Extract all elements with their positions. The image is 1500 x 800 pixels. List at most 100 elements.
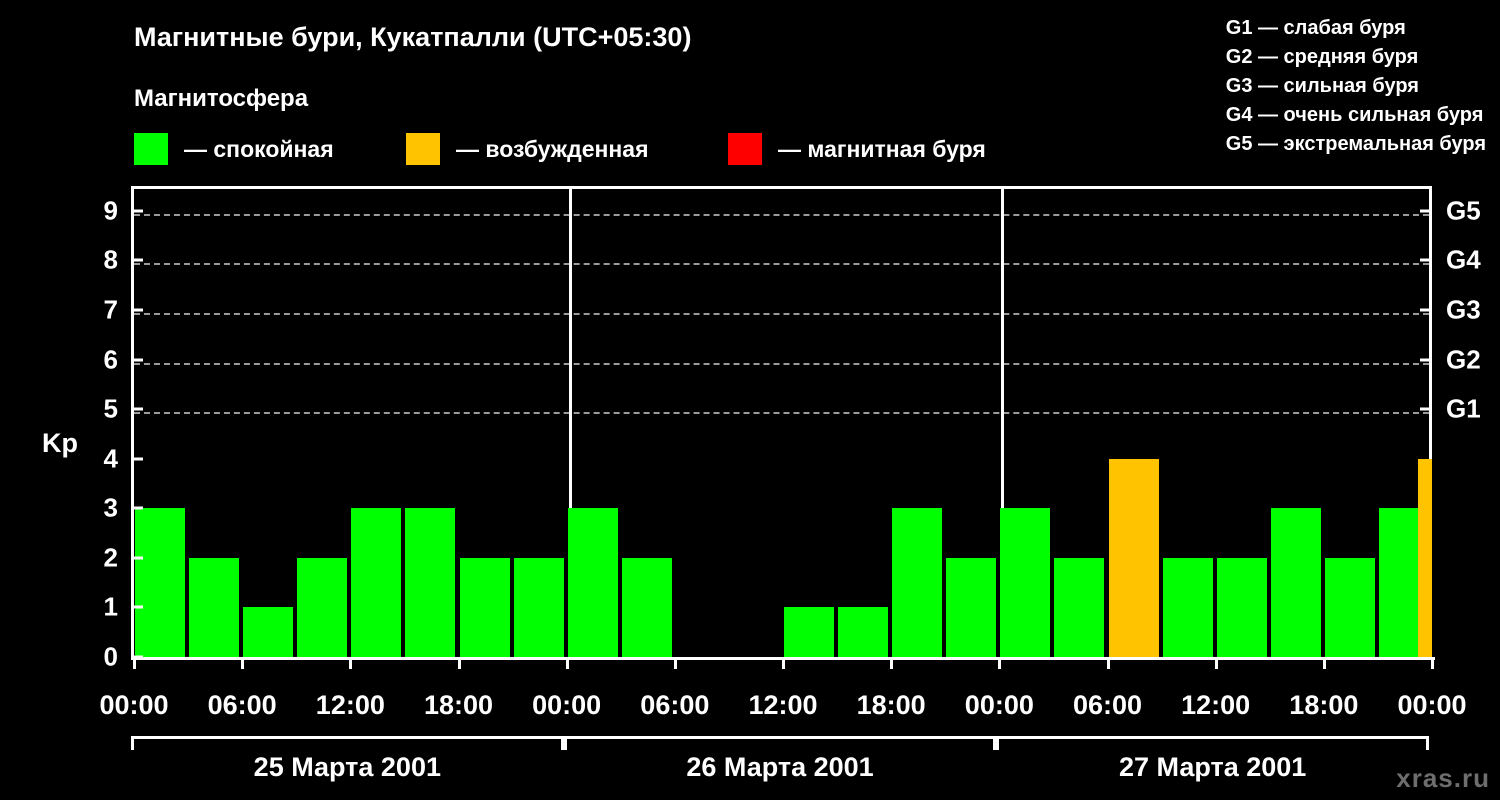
gridline-kp-8 (134, 263, 1429, 266)
x-axis-label-12: 00:00 (1397, 690, 1467, 720)
y-tick-label-2: 2 (103, 542, 118, 573)
y-tick-6 (131, 358, 143, 362)
y-tick-label-3: 3 (103, 492, 118, 523)
x-tick-2 (349, 657, 353, 669)
bar (1000, 508, 1051, 657)
bar (351, 508, 402, 657)
legend-item-calm: — спокойная (134, 133, 406, 165)
g-tick-G5 (1420, 209, 1432, 213)
x-tick-1 (241, 657, 245, 669)
y-tick-label-1: 1 (103, 591, 118, 622)
x-tick-0 (133, 657, 136, 669)
bar (405, 508, 456, 657)
x-tick-7 (890, 657, 894, 669)
y-tick-1 (131, 605, 143, 609)
x-axis-label-3: 18:00 (423, 690, 494, 720)
legend-label-calm: — спокойная (184, 135, 334, 162)
y-tick-label-9: 9 (103, 195, 118, 226)
plot-area (131, 186, 1432, 660)
y-tick-9 (131, 209, 143, 213)
x-axis-label-10: 12:00 (1181, 690, 1251, 720)
g-scale-legend: G1 — слабая буря G2 — средняя буря G3 — … (1226, 14, 1486, 159)
day-separator-1 (568, 189, 572, 660)
x-axis-label-11: 18:00 (1289, 690, 1359, 720)
date-bracket-1 (131, 736, 564, 750)
x-axis-label-0: 00:00 (99, 690, 169, 720)
x-axis-label-9: 06:00 (1072, 690, 1143, 720)
bar (513, 557, 564, 657)
y-axis-title: Kp (42, 428, 78, 458)
date-bracket-2 (563, 736, 997, 750)
x-tick-5 (673, 657, 677, 669)
x-axis-label-5: 06:00 (640, 690, 710, 720)
x-axis-label-8: 00:00 (964, 690, 1034, 720)
bar (1324, 557, 1375, 657)
date-bracket-3 (996, 736, 1429, 750)
y-tick-0 (131, 655, 143, 659)
x-tick-8 (998, 657, 1002, 669)
y-tick-8 (131, 258, 143, 262)
g-axis-label-G1: G1 (1446, 393, 1481, 424)
x-tick-10 (1214, 657, 1218, 669)
bar (1418, 458, 1432, 657)
bar (784, 607, 835, 657)
date-label-1: 25 Марта 2001 (253, 752, 441, 782)
y-tick-label-5: 5 (103, 393, 118, 424)
g-scale-row-g1: G1 — слабая буря (1225, 17, 1406, 39)
gridline-kp-7 (134, 312, 1429, 315)
date-label-3: 27 Марта 2001 (1119, 752, 1307, 782)
bar (1162, 557, 1213, 657)
bar (459, 557, 510, 657)
watermark: xras.ru (1396, 763, 1490, 793)
y-tick-7 (131, 308, 143, 312)
magnetosphere-title: Магнитосфера (134, 85, 309, 112)
x-axis-label-1: 06:00 (207, 690, 277, 720)
date-label-2: 26 Марта 2001 (686, 752, 874, 782)
g-axis-label-G5: G5 (1446, 195, 1481, 226)
x-tick-9 (1106, 657, 1110, 669)
g-scale-row-g3: G3 — сильная буря (1225, 75, 1419, 97)
x-axis-label-4: 00:00 (532, 690, 602, 720)
page-title: Магнитные бури, Кукатпалли (UTC+05:30) (134, 22, 692, 52)
red-square-swatch (728, 133, 762, 165)
g-scale-row-g4: G4 — очень сильная буря (1225, 104, 1484, 126)
g-scale-row-g2: G2 — средняя буря (1225, 46, 1419, 68)
y-tick-label-0: 0 (103, 641, 118, 672)
bar (135, 508, 186, 657)
legend: — спокойная — возбужденная — магнитная б… (134, 133, 986, 165)
x-axis-label-6: 12:00 (748, 690, 818, 720)
gridline-kp-9 (134, 213, 1429, 216)
gridline-kp-5 (134, 412, 1429, 415)
y-tick-5 (131, 407, 143, 411)
x-tick-11 (1322, 657, 1326, 669)
bar (189, 557, 240, 657)
g-tick-G2 (1420, 358, 1432, 362)
green-square-swatch (134, 133, 168, 165)
orange-square-swatch (406, 133, 440, 165)
day-separator-2 (1001, 189, 1005, 660)
bar (621, 557, 672, 657)
g-scale-row-g5: G5 — экстремальная буря (1225, 133, 1486, 155)
bar (1270, 508, 1321, 657)
gridline-kp-6 (134, 362, 1429, 365)
x-tick-12 (1431, 657, 1434, 669)
g-tick-G4 (1420, 258, 1432, 262)
bar (1216, 557, 1267, 657)
x-tick-4 (565, 657, 569, 669)
bar-series (134, 189, 1432, 657)
legend-label-unsettled: — возбужденная (456, 135, 649, 162)
x-axis-label-7: 18:00 (856, 690, 926, 720)
y-tick-3 (131, 506, 143, 510)
bar (243, 607, 294, 657)
x-tick-3 (457, 657, 461, 669)
bar (892, 508, 943, 657)
y-tick-label-6: 6 (103, 344, 118, 375)
bar (297, 557, 348, 657)
bar (946, 557, 997, 657)
y-tick-label-7: 7 (103, 294, 118, 325)
legend-label-storm: — магнитная буря (778, 135, 986, 162)
g-tick-G3 (1420, 308, 1432, 312)
g-axis-label-G3: G3 (1446, 294, 1481, 325)
x-axis-label-2: 12:00 (315, 690, 385, 720)
